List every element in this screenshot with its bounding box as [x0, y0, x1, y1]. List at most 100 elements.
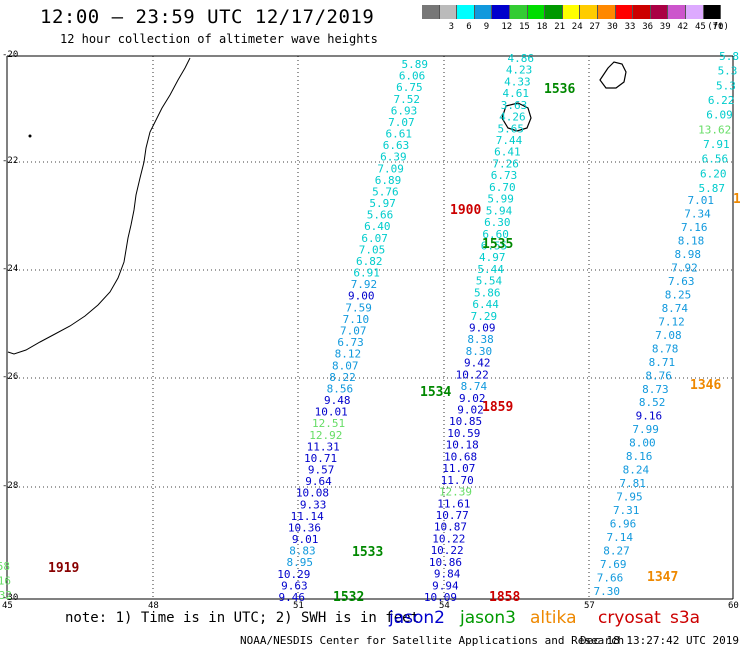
swh-value: 4.23	[506, 64, 533, 77]
swh-value: 6.39	[380, 151, 407, 164]
footer-timestamp: Dec 18 13:27:42 UTC 2019	[580, 634, 739, 647]
map-title: 12:00 — 23:59 UTC 12/17/2019	[40, 6, 375, 28]
colorbar-swatch	[598, 5, 616, 19]
swh-value: 9.84	[434, 568, 461, 581]
swh-value: 7.14	[606, 531, 633, 544]
islet-marker	[28, 134, 32, 138]
colorbar-swatch	[562, 5, 581, 19]
swh-value: 6.07	[361, 232, 388, 245]
swh-value: 5.65	[497, 122, 524, 135]
swh-value: 10.22	[456, 368, 489, 381]
swh-value: 7.05	[359, 243, 386, 256]
pass-time-label: 1536	[544, 82, 575, 97]
swh-value: 7.66	[597, 572, 624, 585]
swh-value: 6.96	[610, 518, 637, 531]
swh-value: 7.09	[377, 162, 404, 175]
colorbar-swatch	[510, 5, 528, 19]
colorbar-tick-label: 18	[536, 22, 548, 32]
map-subtitle: 12 hour collection of altimeter wave hei…	[60, 32, 378, 46]
swh-value: 7.16	[681, 221, 708, 234]
map-grid	[6, 55, 734, 600]
swh-value: 7.63	[668, 275, 695, 288]
colorbar-swatch	[492, 5, 510, 19]
swh-value: 7.08	[655, 329, 682, 342]
reunion-island	[501, 102, 532, 132]
colorbar-unit: (ft)	[707, 22, 729, 32]
lon-label: 57	[584, 601, 595, 611]
swh-value: 7.31	[613, 504, 640, 517]
swh-value: 7.01	[688, 194, 715, 207]
swh-value: 7.91	[703, 138, 730, 151]
lat-label: -20	[2, 50, 19, 60]
swh-value: 8.24	[623, 464, 650, 477]
pass-time-label: 1346	[690, 378, 721, 393]
swh-value: 7.95	[616, 491, 643, 504]
swh-value: 10.87	[434, 521, 467, 534]
swh-value: 9.42	[464, 357, 491, 370]
swh-value: 5.89	[402, 58, 429, 71]
swh-value: 6.61	[385, 128, 412, 141]
swh-value: 5.44	[477, 263, 504, 276]
colorbar-tick-label: 30	[607, 22, 618, 32]
swh-value: 13.32	[0, 589, 12, 602]
colorbar-swatch	[474, 5, 493, 19]
swh-value: 8.18	[678, 234, 705, 247]
swh-value: 10.86	[429, 556, 462, 569]
swh-value: 8.74	[662, 302, 689, 315]
pass-time-label: 1858	[489, 590, 520, 605]
swh-value: 10.29	[277, 568, 310, 581]
swh-value: 10.22	[432, 532, 465, 545]
mission-label-cryosat: cryosat	[598, 608, 661, 628]
swh-value: 7.29	[471, 310, 498, 323]
swh-value: 6.09	[706, 109, 733, 122]
swh-value: 7.52	[393, 93, 420, 106]
swh-value: 10.59	[447, 427, 480, 440]
swh-value: 6.91	[353, 267, 380, 280]
swh-value: 6.06	[399, 70, 426, 83]
colorbar-swatch	[668, 5, 686, 19]
swh-value: 12.39	[439, 486, 472, 499]
colorbar-swatch	[580, 5, 598, 19]
swh-value: 7.12	[658, 315, 685, 328]
colorbar-tick-label: 9	[483, 22, 490, 32]
swh-value: 5.76	[372, 185, 399, 198]
pass-time-label: 1534	[420, 385, 451, 400]
swh-value: 8.78	[652, 342, 679, 355]
swh-value: 6.73	[337, 336, 364, 349]
swh-value: 7.30	[594, 585, 621, 598]
pass-time-label: 1532	[333, 590, 364, 605]
swh-value: 11.31	[307, 440, 340, 453]
swh-value: 10.36	[288, 521, 321, 534]
swh-value: 7.10	[343, 313, 370, 326]
swh-value: 5.87	[699, 182, 726, 195]
swh-value: 13.16	[0, 575, 11, 588]
swh-value: 3.63	[501, 99, 528, 112]
swh-value: 9.01	[292, 533, 319, 546]
swh-value: 7.26	[492, 157, 519, 170]
colorbar-tick-label: 21	[554, 22, 566, 32]
footer-note: note: 1) Time is in UTC; 2) SWH is in fe…	[65, 610, 420, 626]
colorbar-tick-label: 12	[501, 22, 513, 32]
colorbar-swatch	[703, 5, 722, 19]
pass-time-label: 1859	[482, 400, 513, 415]
swh-value: 9.02	[459, 392, 486, 405]
swh-value: 9.57	[308, 464, 335, 477]
swh-value: 8.12	[335, 348, 362, 361]
swh-value: 9.63	[281, 579, 308, 592]
swh-value: 7.69	[600, 558, 627, 571]
swh-value: 5.99	[487, 193, 514, 206]
swh-value: 5.54	[476, 275, 503, 288]
swh-value: 6.63	[383, 139, 410, 152]
swh-value: 10.85	[449, 415, 482, 428]
pass-time-label: 1919	[48, 561, 79, 576]
pass-time-label: 1533	[352, 545, 383, 560]
swh-value: 8.27	[603, 545, 630, 558]
swh-value: 7.44	[496, 134, 523, 147]
lat-label: -30	[2, 593, 19, 603]
colorbar-swatch	[545, 5, 563, 19]
swh-value: 10.68	[444, 450, 477, 463]
swh-value: 7.34	[684, 207, 711, 220]
lat-label: -26	[2, 372, 19, 382]
colorbar-swatch	[686, 5, 704, 19]
